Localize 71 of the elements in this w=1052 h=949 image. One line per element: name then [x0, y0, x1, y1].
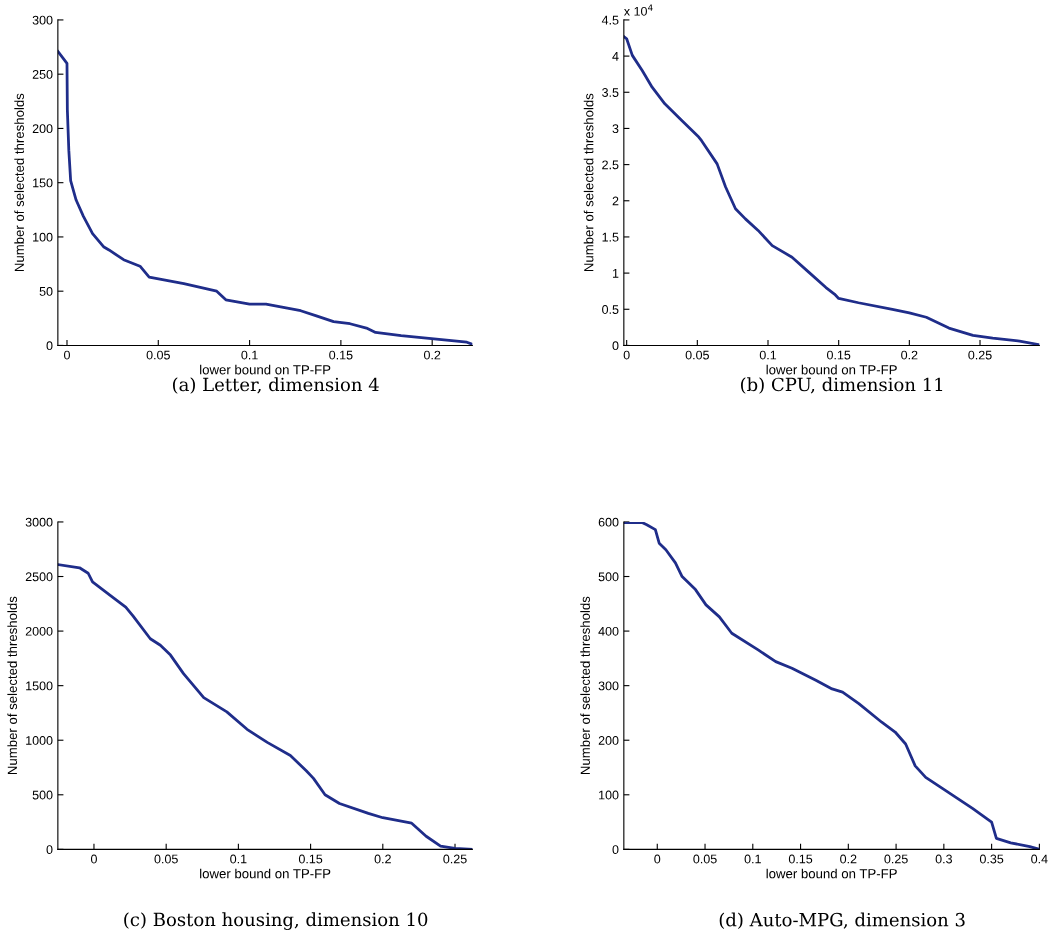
y-axis-title: Number of selected thresholds [14, 93, 24, 272]
y-tick-label: 2500 [25, 572, 53, 582]
text: (d) Auto-MPG, dimension 3 [719, 912, 965, 930]
y-tick-label: 300 [32, 15, 53, 25]
y-tick-label: 1.5 [602, 232, 619, 242]
text: x 10$^{4}$ [623, 4, 653, 16]
y-axis-title: Number of selected thresholds [583, 93, 594, 272]
y-tick-label: 2000 [25, 626, 53, 636]
y-tick-label: 400 [598, 626, 619, 636]
x-tick-label: 0.1 [230, 854, 247, 864]
y-tick-label: 600 [598, 517, 619, 527]
y-tick-label: 3000 [25, 517, 53, 527]
x-tick-label: 0.2 [423, 350, 441, 360]
y-tick-label: 150 [33, 178, 53, 188]
x-tick-label: 0.05 [685, 350, 709, 360]
y-tick-label: 300 [598, 681, 619, 691]
x-tick-label: 0.05 [693, 854, 717, 864]
y-tick-label: 3 [612, 124, 619, 134]
y-tick-label: 200 [598, 736, 619, 745]
line-series [623, 521, 1040, 850]
y-tick-label: 0.5 [602, 305, 619, 314]
text: (a) Letter, dimension 4 [172, 377, 379, 394]
x-tick-label: 0.05 [146, 350, 170, 360]
text: (b) CPU, dimension 11 [741, 377, 943, 394]
x-tick-label: 0.1 [744, 854, 761, 864]
y-tick-label: 2.5 [602, 160, 619, 170]
y-tick-label: 500 [598, 572, 619, 582]
x-tick-label: 0.15 [788, 854, 813, 864]
y-tick-label: 1000 [26, 736, 53, 745]
y-tick-label: 50 [39, 286, 53, 296]
y-tick-label: 4 [612, 52, 619, 61]
x-axis-title: lower bound on TP-FP [766, 364, 897, 375]
y-axis-title: Number of selected thresholds [580, 596, 590, 775]
y-tick-label: 0 [46, 845, 53, 855]
x-tick-label: 0.2 [840, 854, 857, 864]
y-tick-label: 1 [612, 269, 619, 278]
x-tick-label: 0.35 [979, 854, 1004, 864]
y-tick-label: 2 [612, 196, 619, 206]
x-tick-label: 0.15 [329, 350, 353, 360]
y-tick-label: 0 [612, 845, 619, 855]
x-tick-label: 0.05 [154, 854, 178, 864]
x-tick-label: 0.2 [374, 854, 391, 864]
y-tick-label: 1500 [26, 681, 53, 691]
x-axis-title: lower bound on TP-FP [766, 868, 897, 879]
x-tick-label: 0.25 [884, 854, 908, 864]
y-tick-label: 500 [32, 790, 53, 800]
x-tick-label: 0 [64, 350, 70, 360]
text: (c) Boston housing, dimension 10 [124, 912, 428, 931]
y-tick-label: 0 [46, 341, 53, 351]
y-tick-label: 100 [599, 790, 619, 800]
x-axis-title: lower bound on TP-FP [200, 868, 331, 879]
x-tick-label: 0 [623, 350, 630, 360]
x-axis-title: lower bound on TP-FP [200, 364, 331, 375]
y-tick-label: 0 [612, 341, 619, 351]
x-tick-label: 0 [654, 854, 661, 864]
x-tick-label: 0.3 [935, 854, 952, 864]
y-tick-label: 200 [32, 124, 53, 134]
y-tick-label: 3.5 [602, 88, 619, 97]
x-tick-label: 0.25 [968, 350, 992, 360]
x-tick-label: 0.4 [1031, 854, 1048, 864]
y-axis-title: Number of selected thresholds [7, 596, 18, 775]
x-tick-label: 0.2 [901, 350, 918, 360]
x-tick-label: 0 [90, 854, 97, 864]
y-tick-label: 250 [32, 69, 53, 79]
x-tick-label: 0.15 [298, 854, 323, 864]
y-tick-label: 4.5 [601, 15, 619, 25]
x-tick-label: 0.25 [443, 854, 467, 864]
x-tick-label: 0.1 [241, 350, 258, 360]
x-tick-label: 0.15 [827, 350, 851, 360]
y-tick-label: 100 [33, 232, 53, 242]
x-tick-label: 0.1 [759, 350, 777, 360]
